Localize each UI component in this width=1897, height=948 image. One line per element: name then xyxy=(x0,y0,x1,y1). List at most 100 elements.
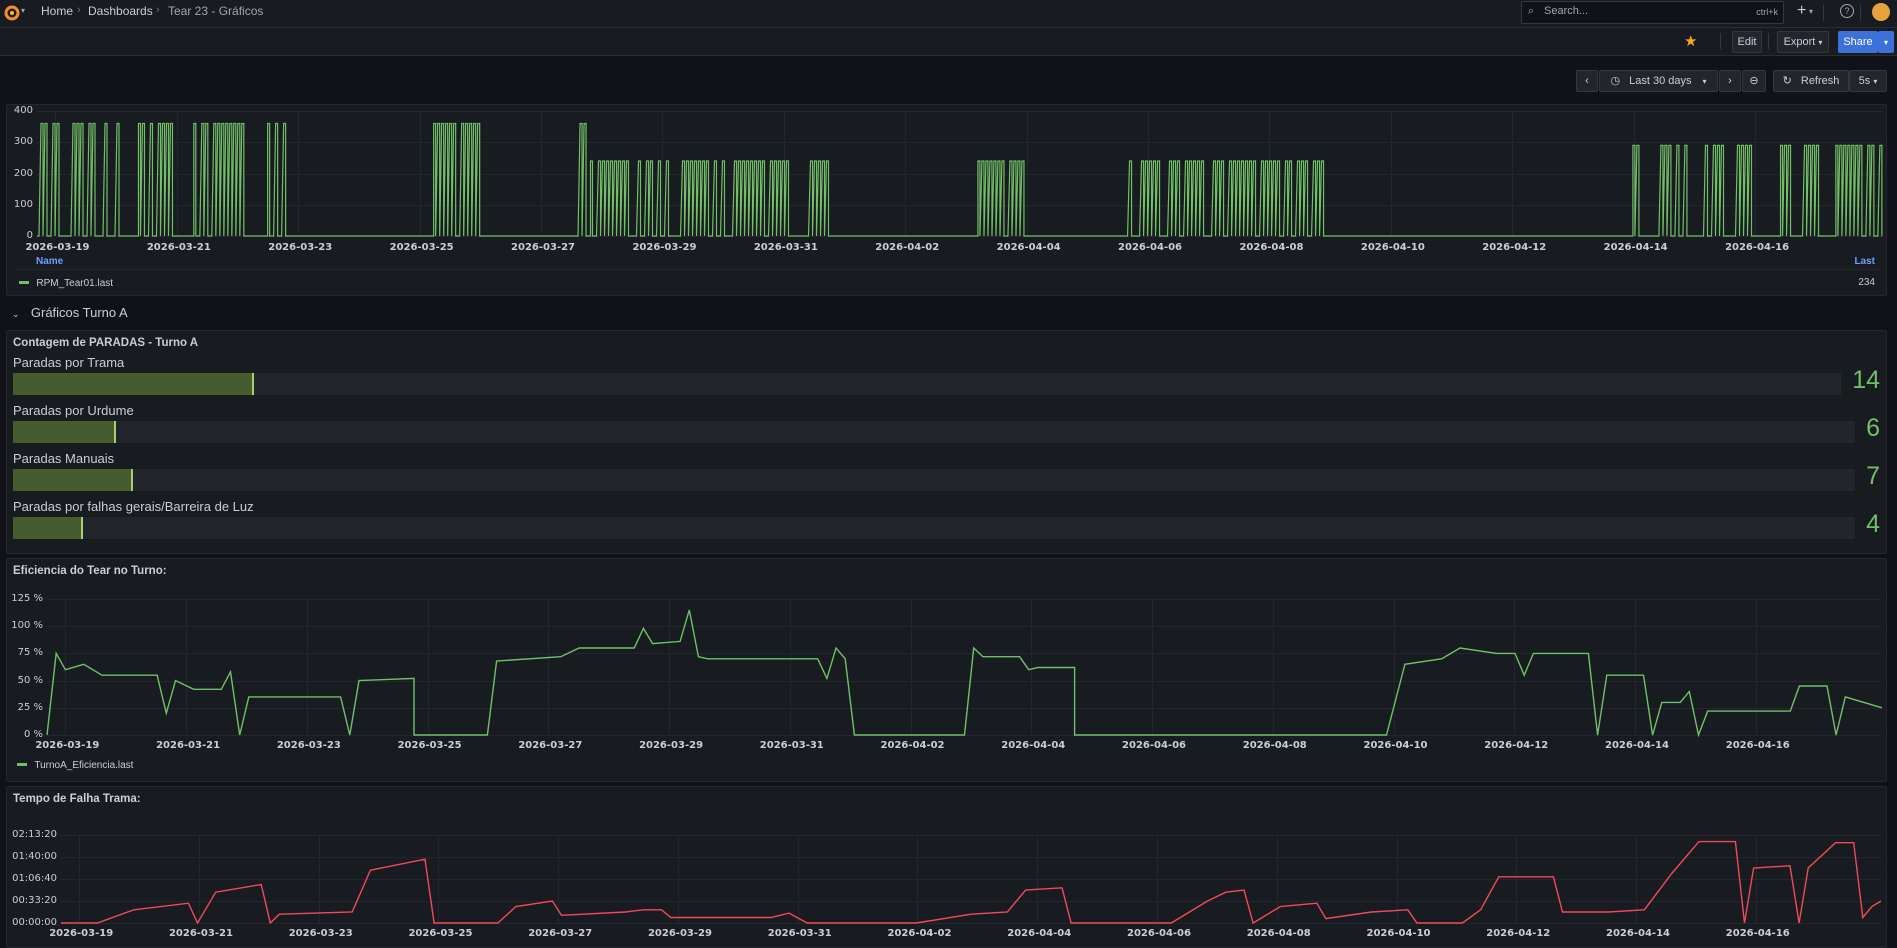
grid-line xyxy=(917,835,919,923)
search-shortcut: ctrl+k xyxy=(1756,7,1778,17)
grid-line xyxy=(47,707,1882,709)
bar-track xyxy=(13,469,1855,491)
grid-line xyxy=(61,901,1881,902)
share-menu-button[interactable]: ▾ xyxy=(1878,31,1894,53)
search-placeholder: Search... xyxy=(1544,5,1589,17)
edit-button[interactable]: Edit xyxy=(1732,31,1762,53)
bar-value: 4 xyxy=(1866,510,1880,538)
grid-line xyxy=(662,111,664,236)
legend-series-name: TurnoA_Eficiencia.last xyxy=(34,760,134,771)
divider xyxy=(1823,5,1824,21)
stops-count-panel[interactable]: Contagem de PARADAS - Turno A Paradas po… xyxy=(6,330,1887,554)
rpm-panel[interactable]: 400 300 200 100 0 2026-03-19 2026-03-21 2026-0… xyxy=(6,104,1887,296)
bar-track xyxy=(13,421,1855,443)
breadcrumb-home[interactable]: Home xyxy=(41,4,74,18)
failure-time-panel[interactable]: Tempo de Falha Trama: 02:13:20 01:40:00 01… xyxy=(6,786,1887,948)
failure-time-chart[interactable] xyxy=(61,835,1882,931)
grid-line xyxy=(1037,835,1039,923)
legend-series-last: 234 xyxy=(1858,277,1875,288)
avatar[interactable] xyxy=(1872,3,1890,21)
grid-line xyxy=(1512,111,1514,236)
time-forward-button[interactable]: › xyxy=(1719,70,1741,92)
add-icon[interactable]: + xyxy=(1797,2,1807,19)
panel-title: Tempo de Falha Trama: xyxy=(13,793,141,805)
x-tick-label: 2026-03-23 xyxy=(268,242,333,253)
chevron-down-icon: ⌄ xyxy=(12,309,20,319)
bar-label: Paradas Manuais xyxy=(13,451,115,466)
y-tick-label: 75 % xyxy=(17,647,43,659)
time-back-button[interactable]: ‹ xyxy=(1576,70,1598,92)
export-button[interactable]: Export ▾ xyxy=(1777,31,1829,53)
bar-value: 7 xyxy=(1866,462,1880,490)
y-tick-label: 0 % xyxy=(23,729,43,740)
breadcrumb-dashboards[interactable]: Dashboards xyxy=(88,4,153,18)
grid-line xyxy=(61,857,1881,858)
row-header[interactable]: ⌄ Gráficos Turno A xyxy=(12,305,128,320)
legend-series-name: RPM_Tear01.last xyxy=(36,278,114,289)
x-tick-label: 2026-04-02 xyxy=(887,928,952,939)
grid-line xyxy=(1269,111,1271,236)
zoom-out-button[interactable]: ⊖ xyxy=(1742,70,1766,92)
grafana-logo-icon[interactable] xyxy=(3,4,21,22)
y-tick-label: 00:33:20 xyxy=(12,895,57,906)
x-tick-label: 2026-03-29 xyxy=(632,242,697,253)
rpm-chart[interactable] xyxy=(37,111,1883,241)
x-tick-label: 2026-03-19 xyxy=(35,740,100,751)
zoom-out-icon: ⊖ xyxy=(1749,75,1759,87)
y-tick-label: 02:13:20 xyxy=(12,829,57,840)
time-range-label: Last 30 days xyxy=(1629,75,1692,87)
chevron-down-icon[interactable]: ▾ xyxy=(1809,7,1814,16)
x-tick-label: 2026-04-14 xyxy=(1606,928,1670,939)
grid-line xyxy=(306,599,308,735)
search-input[interactable]: ⌕ Search... ctrl+k xyxy=(1521,1,1784,24)
grid-line xyxy=(47,599,1882,600)
legend-item[interactable]: RPM_Tear01.last xyxy=(19,275,113,289)
export-label: Export xyxy=(1783,36,1816,48)
grid-line xyxy=(1148,111,1150,236)
bar-value: 6 xyxy=(1866,414,1880,442)
clock-icon: ◷ xyxy=(1610,75,1621,87)
grid-line xyxy=(1516,835,1518,923)
grid-line xyxy=(669,599,671,735)
panel-title: Eficiencia do Tear no Turno: xyxy=(13,565,167,577)
x-tick-label: 2026-04-14 xyxy=(1603,242,1668,253)
grid-line xyxy=(65,599,67,735)
star-icon[interactable]: ★ xyxy=(1684,33,1698,50)
x-tick-label: 2026-04-06 xyxy=(1122,740,1186,751)
bar-label: Paradas por falhas gerais/Barreira de Lu… xyxy=(13,499,254,514)
time-picker-button[interactable]: ◷ Last 30 days ▾ xyxy=(1599,70,1718,92)
efficiency-series-line xyxy=(46,609,1883,738)
x-tick-label: 2026-03-27 xyxy=(528,928,593,939)
divider xyxy=(1860,5,1861,21)
refresh-interval-label: 5s xyxy=(1858,75,1871,87)
refresh-interval-button[interactable]: 5s ▾ xyxy=(1849,70,1887,92)
refresh-button[interactable]: ↻ Refresh xyxy=(1773,70,1849,92)
breadcrumb-separator: › xyxy=(156,4,160,16)
y-tick-label: 100 xyxy=(13,198,33,210)
efficiency-panel[interactable]: Eficiencia do Tear no Turno: 125 % 100 % 7… xyxy=(6,558,1887,782)
y-tick-label: 50 % xyxy=(17,674,43,686)
legend-item[interactable]: TurnoA_Eficiencia.last xyxy=(17,757,133,771)
grid-line xyxy=(318,835,320,923)
failure-series-line xyxy=(61,840,1882,925)
share-button[interactable]: Share xyxy=(1838,31,1878,53)
divider xyxy=(1768,33,1769,49)
grid-line xyxy=(1031,599,1033,735)
efficiency-chart[interactable] xyxy=(46,599,1883,738)
y-tick-label: 01:40:00 xyxy=(12,851,57,862)
x-tick-label: 2026-04-12 xyxy=(1484,740,1549,751)
x-tick-label: 2026-04-16 xyxy=(1725,242,1790,253)
row-title: Gráficos Turno A xyxy=(30,305,128,320)
help-icon[interactable]: ? xyxy=(1840,4,1854,18)
y-tick-label: 200 xyxy=(13,167,33,179)
grid-line xyxy=(37,111,1882,112)
x-tick-label: 2026-04-08 xyxy=(1246,928,1311,939)
grid-line xyxy=(61,835,1881,836)
grid-line xyxy=(198,835,200,923)
grid-line xyxy=(47,653,1882,655)
x-tick-label: 2026-04-02 xyxy=(875,242,940,253)
x-tick-label: 2026-04-10 xyxy=(1360,242,1425,253)
panel-title: Contagem de PARADAS - Turno A xyxy=(13,337,199,349)
chevron-down-icon[interactable]: ▾ xyxy=(21,6,26,15)
grid-line xyxy=(1636,835,1638,923)
